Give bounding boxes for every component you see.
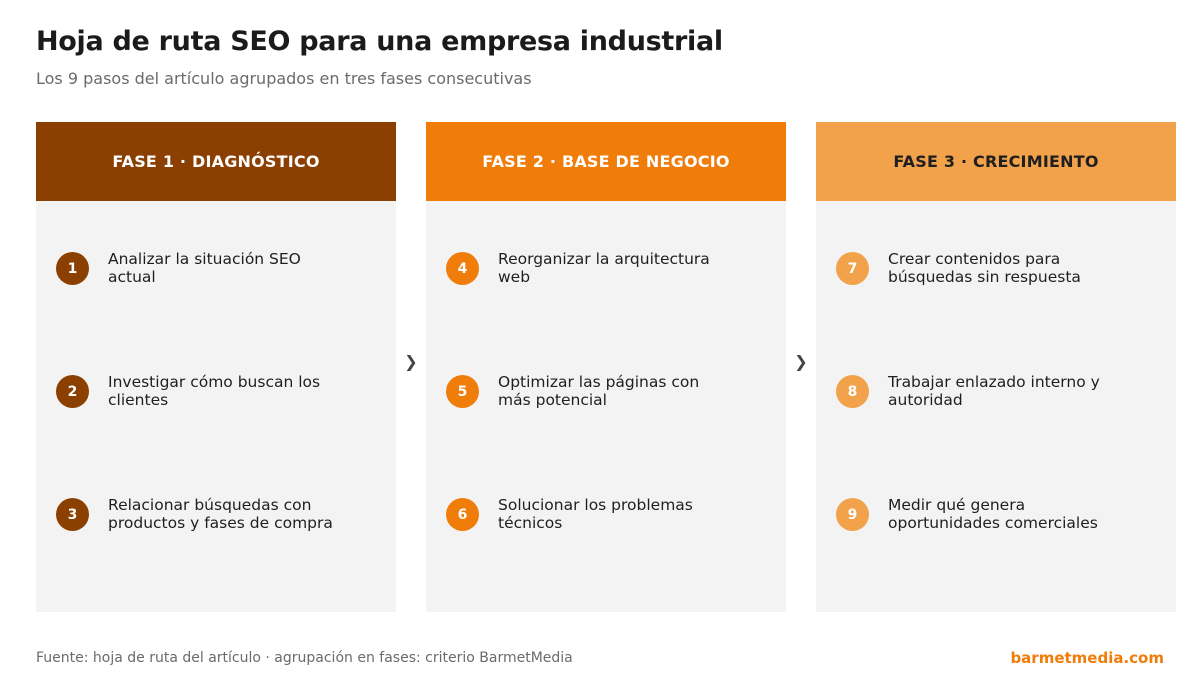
step-text: Medir qué genera oportunidades comercial… <box>888 496 1098 532</box>
step-item: 4 Reorganizar la arquitectura web <box>446 238 766 298</box>
phase-column: FASE 2 · BASE DE NEGOCIO 4 Reorganizar l… <box>426 122 786 612</box>
step-item: 5 Optimizar las páginas con más potencia… <box>446 361 766 421</box>
step-number-badge: 3 <box>56 498 89 531</box>
step-text: Solucionar los problemas técnicos <box>498 496 693 532</box>
phase-header: FASE 3 · CRECIMIENTO <box>816 122 1176 201</box>
step-number-badge: 6 <box>446 498 479 531</box>
phase-column: FASE 1 · DIAGNÓSTICO 1 Analizar la situa… <box>36 122 396 612</box>
page-subtitle: Los 9 pasos del artículo agrupados en tr… <box>36 69 532 88</box>
step-text: Relacionar búsquedas con productos y fas… <box>108 496 333 532</box>
step-number-badge: 9 <box>836 498 869 531</box>
brand-link[interactable]: barmetmedia.com <box>1010 649 1164 667</box>
source-note: Fuente: hoja de ruta del artículo · agru… <box>36 650 573 666</box>
step-text: Investigar cómo buscan los clientes <box>108 373 321 409</box>
step-number-badge: 7 <box>836 252 869 285</box>
step-item: 2 Investigar cómo buscan los clientes <box>56 361 376 421</box>
step-number-badge: 1 <box>56 252 89 285</box>
step-item: 3 Relacionar búsquedas con productos y f… <box>56 484 376 544</box>
phase-header: FASE 1 · DIAGNÓSTICO <box>36 122 396 201</box>
step-item: 6 Solucionar los problemas técnicos <box>446 484 766 544</box>
step-text: Reorganizar la arquitectura web <box>498 250 710 286</box>
step-number-badge: 5 <box>446 375 479 408</box>
step-number-badge: 4 <box>446 252 479 285</box>
step-text: Crear contenidos para búsquedas sin resp… <box>888 250 1081 286</box>
phase-column: FASE 3 · CRECIMIENTO 7 Crear contenidos … <box>816 122 1176 612</box>
step-number-badge: 8 <box>836 375 869 408</box>
page-title: Hoja de ruta SEO para una empresa indust… <box>36 26 723 57</box>
step-text: Analizar la situación SEO actual <box>108 250 301 286</box>
step-item: 9 Medir qué genera oportunidades comerci… <box>836 484 1156 544</box>
step-text: Trabajar enlazado interno y autoridad <box>888 373 1100 409</box>
step-number-badge: 2 <box>56 375 89 408</box>
next-phase-arrow-icon: ❯ <box>794 352 808 371</box>
phase-header: FASE 2 · BASE DE NEGOCIO <box>426 122 786 201</box>
step-text: Optimizar las páginas con más potencial <box>498 373 700 409</box>
next-phase-arrow-icon: ❯ <box>404 352 418 371</box>
step-item: 1 Analizar la situación SEO actual <box>56 238 376 298</box>
step-item: 7 Crear contenidos para búsquedas sin re… <box>836 238 1156 298</box>
step-item: 8 Trabajar enlazado interno y autoridad <box>836 361 1156 421</box>
